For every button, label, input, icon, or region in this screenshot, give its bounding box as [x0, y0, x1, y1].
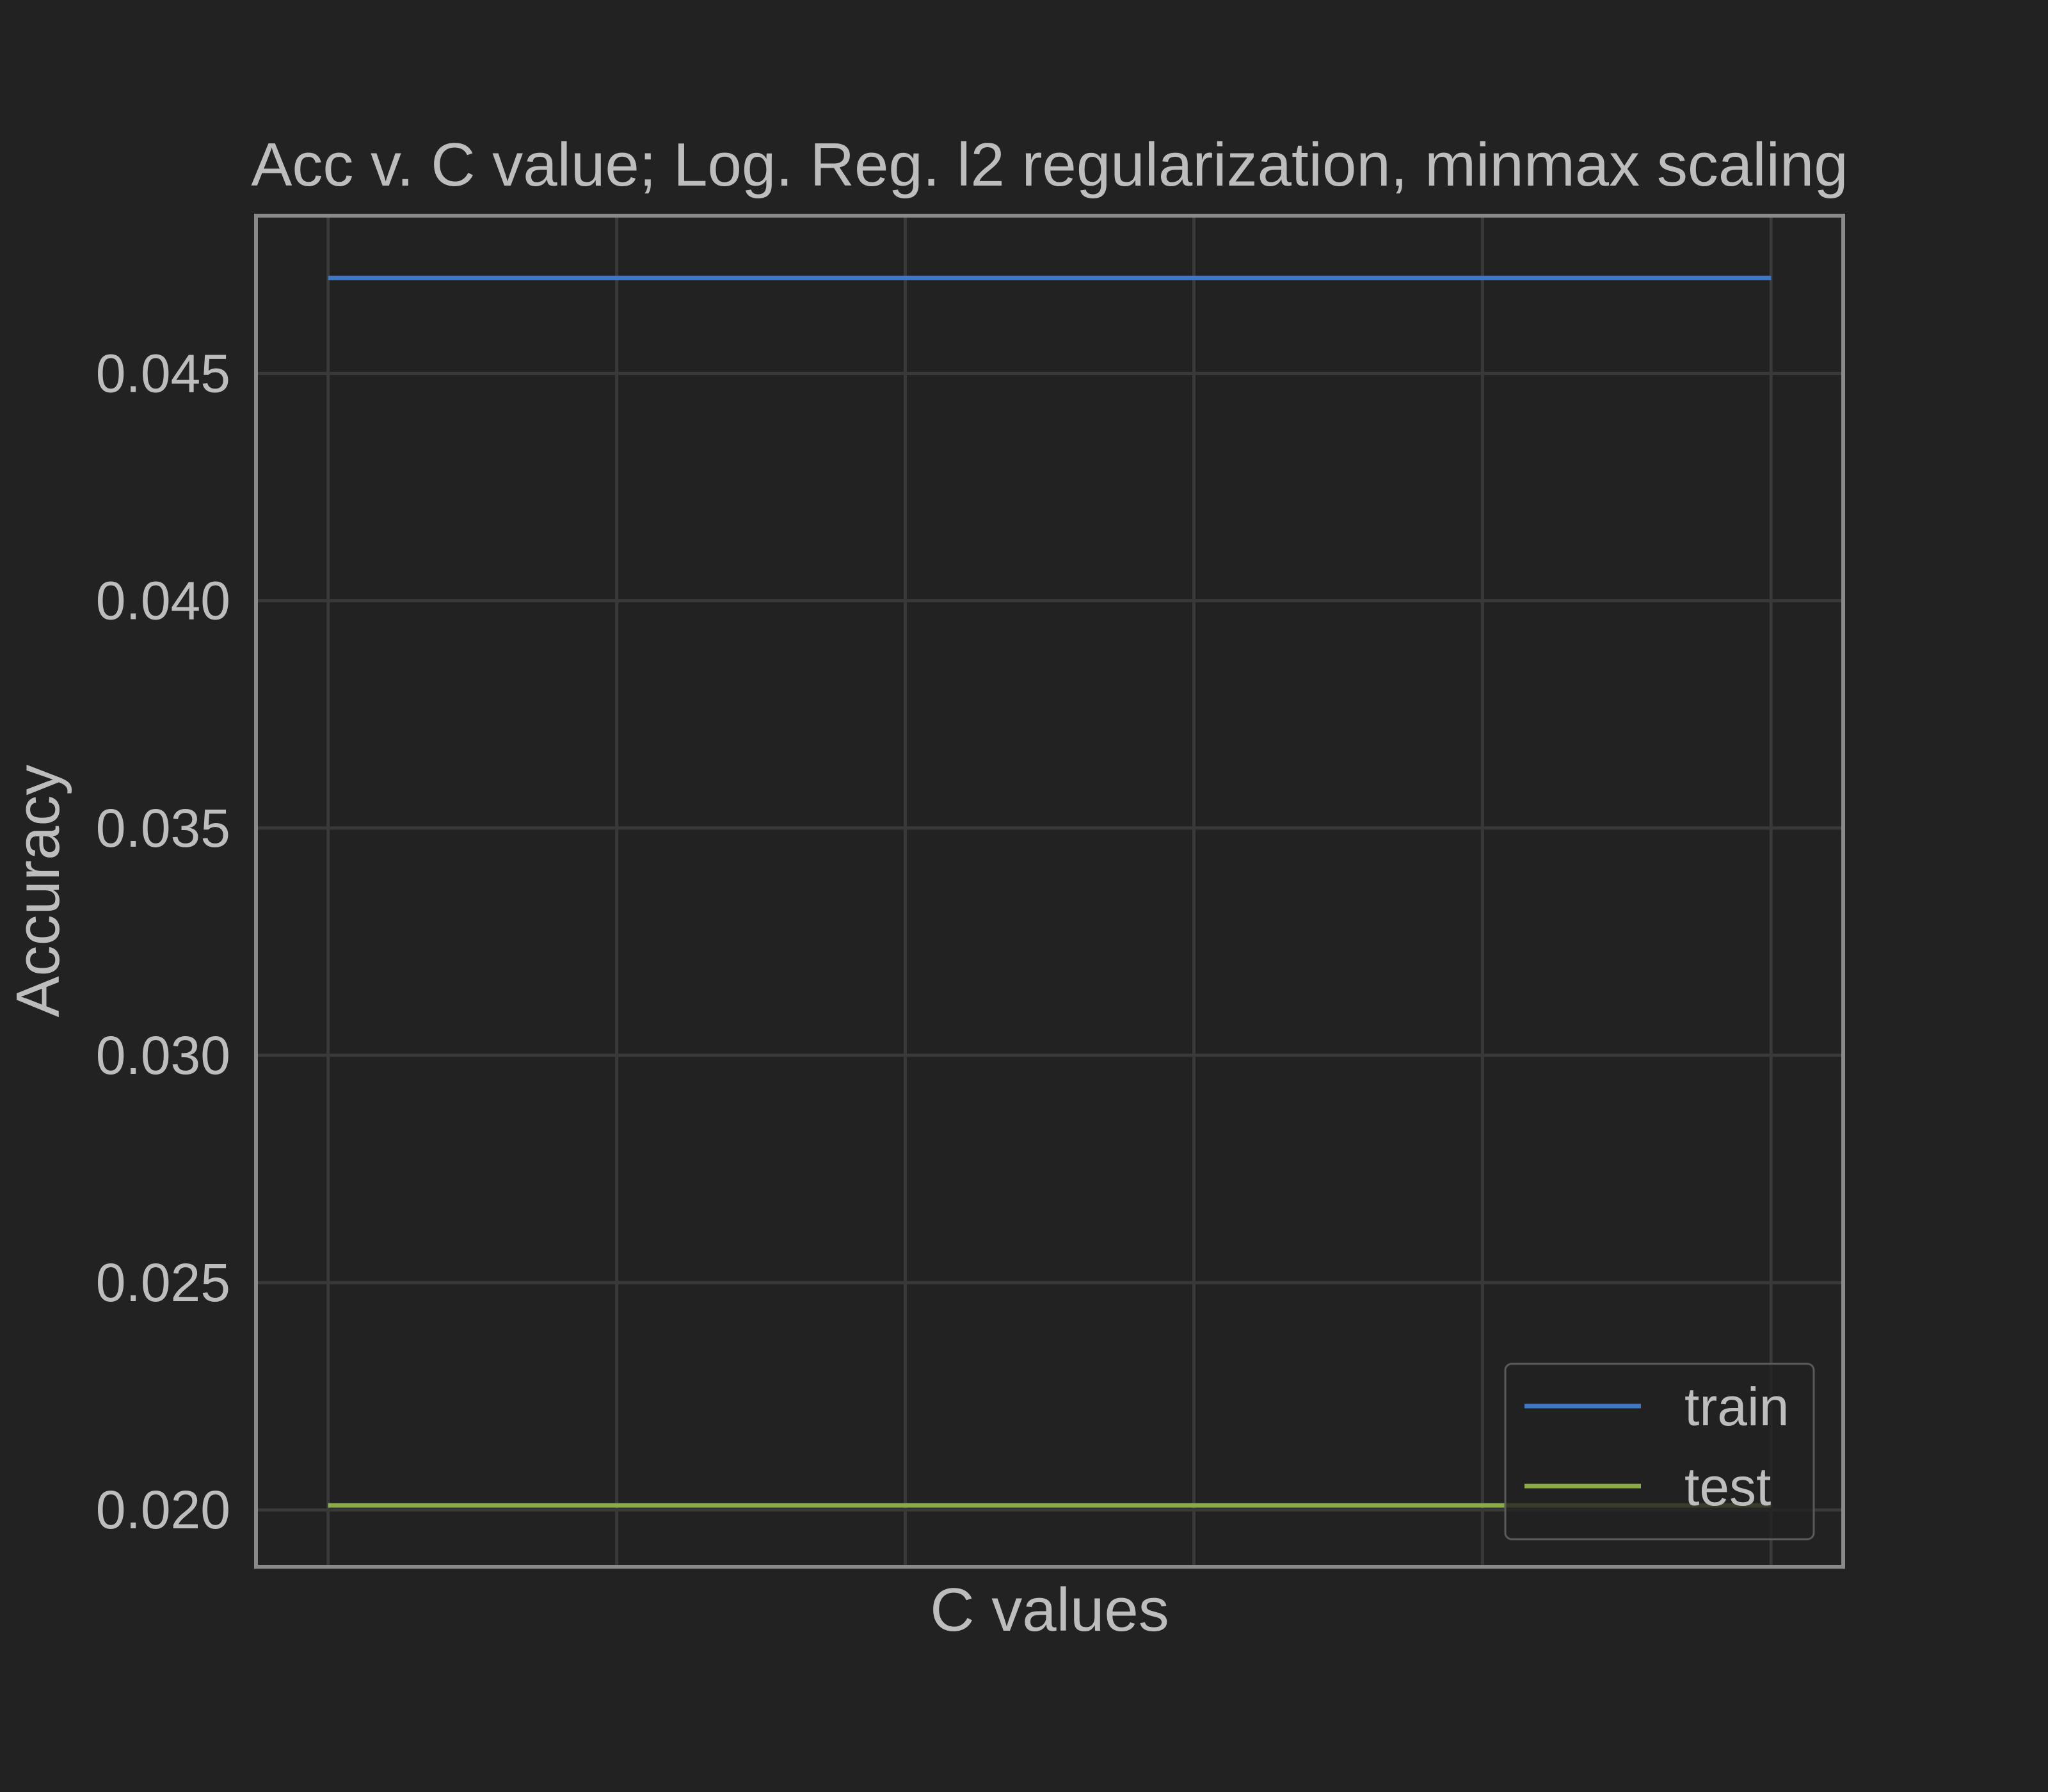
- chart-title: Acc v. C value; Log. Reg. l2 regularizat…: [251, 131, 1848, 199]
- y-axis-label: Accuracy: [4, 765, 72, 1018]
- legend-label-train: train: [1684, 1377, 1789, 1437]
- y-tick-label: 0.035: [96, 798, 230, 858]
- y-tick-label: 0.025: [96, 1252, 230, 1313]
- y-tick-label: 0.020: [96, 1480, 230, 1540]
- plot-frame: [254, 214, 1845, 1569]
- y-tick-label: 0.040: [96, 571, 230, 631]
- y-tick-label: 0.030: [96, 1025, 230, 1085]
- y-tick-label: 0.045: [96, 343, 230, 403]
- y-tick-labels: 0.020 0.025 0.030 0.035 0.040 0.045: [96, 343, 230, 1540]
- plot-area: [256, 216, 1843, 1567]
- x-axis-label: C values: [930, 1576, 1169, 1644]
- legend-label-test: test: [1684, 1457, 1771, 1517]
- legend: train test: [1504, 1363, 1815, 1540]
